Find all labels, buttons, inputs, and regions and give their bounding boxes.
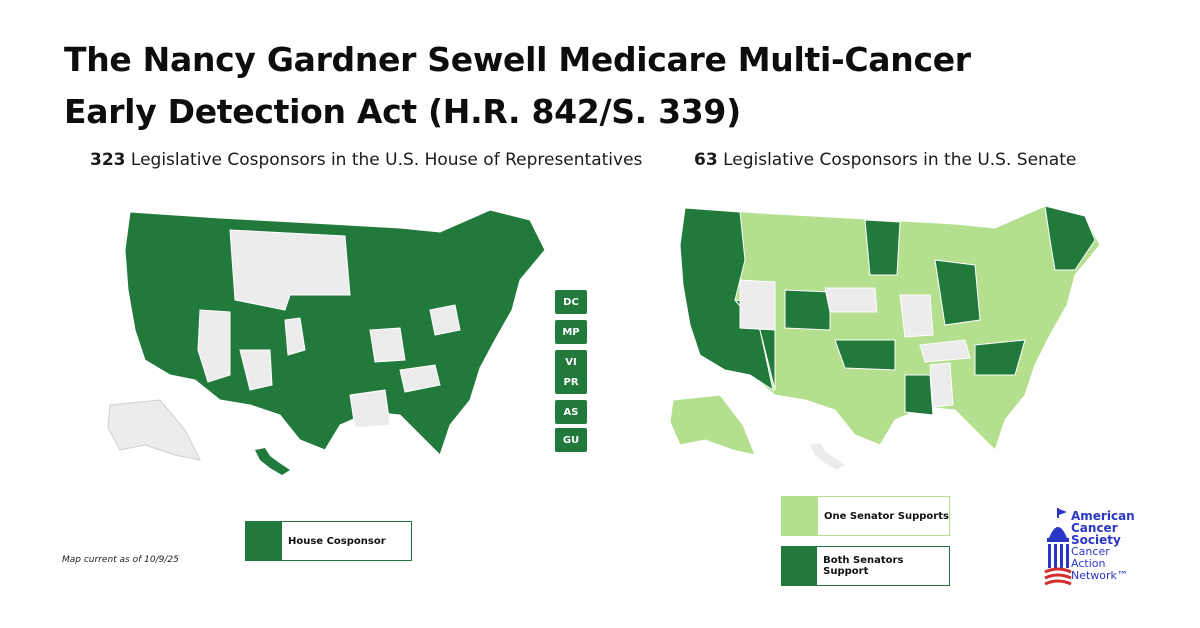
- one-senator-swatch: [782, 497, 818, 535]
- senate-map-minnesota: [864, 219, 901, 276]
- house-cosponsor-legend: House Cosponsor: [245, 521, 412, 561]
- senate-map: [669, 205, 1101, 470]
- capitol-icon: [1044, 508, 1072, 586]
- senate-map-nebraska: [824, 287, 878, 313]
- logo-line-5: Action: [1071, 557, 1106, 570]
- house-map-gray-colorado: [284, 317, 306, 356]
- logo-line-1: American: [1071, 509, 1135, 523]
- territory-badge-mp: MP: [555, 320, 587, 344]
- house-map-us-outline: [124, 209, 546, 456]
- house-subtitle-text: Legislative Cosponsors in the U.S. House…: [130, 150, 643, 170]
- house-map-gray-ohio-valley: [429, 304, 461, 336]
- house-map-gray-northern-plains: [229, 229, 351, 311]
- house-count: 323: [90, 150, 126, 170]
- house-map-gray-deep-south: [349, 389, 391, 429]
- map-date-footnote: Map current as of 10/9/25: [62, 555, 179, 565]
- senate-map-oklahoma: [834, 339, 896, 371]
- house-map: [107, 209, 546, 475]
- senate-map-alaska: [669, 394, 756, 456]
- senate-map-utah: [739, 279, 776, 331]
- senate-count: 63: [694, 150, 718, 170]
- one-senator-legend: One Senator Supports: [781, 496, 950, 536]
- logo-line-3: Society: [1071, 533, 1121, 547]
- house-cosponsor-label: House Cosponsor: [288, 535, 386, 547]
- house-map-gray-tennessee: [399, 364, 441, 393]
- senate-map-louisiana: [904, 374, 934, 416]
- territory-badge-gu: GU: [555, 428, 587, 452]
- acs-can-logo: American Cancer Society Cancer Action Ne…: [1043, 506, 1155, 596]
- page-title: The Nancy Gardner Sewell Medicare Multi-…: [64, 40, 971, 131]
- senate-subtitle-text: Legislative Cosponsors in the U.S. Senat…: [723, 150, 1077, 170]
- house-subtitle: 323 Legislative Cosponsors in the U.S. H…: [90, 150, 642, 170]
- senate-map-colorado: [784, 289, 831, 331]
- senate-map-carolinas: [974, 339, 1026, 376]
- logo-wordmark: American Cancer Society Cancer Action Ne…: [1071, 510, 1135, 582]
- both-senators-legend: Both Senators Support: [781, 546, 950, 586]
- territory-badge-as: AS: [555, 400, 587, 424]
- senate-map-west-coast: [679, 207, 774, 392]
- house-map-gray-missouri: [369, 327, 406, 363]
- senate-map-hawaii: [810, 443, 845, 470]
- territory-badge-dc: DC: [555, 290, 587, 314]
- house-map-gray-new-mexico: [239, 349, 273, 391]
- senate-map-new-england: [1044, 205, 1096, 271]
- one-senator-label: One Senator Supports: [824, 510, 949, 522]
- senate-map-great-lakes: [934, 259, 981, 326]
- logo-line-6: Network™: [1071, 569, 1128, 582]
- territory-badge-pr: PR: [555, 370, 587, 394]
- house-map-alaska: [107, 399, 201, 461]
- both-senators-label: Both Senators Support: [823, 555, 904, 577]
- senate-map-tennessee: [919, 339, 971, 363]
- logo-line-2: Cancer: [1071, 521, 1118, 535]
- house-map-gray-great-basin: [197, 309, 231, 383]
- both-senators-swatch: [782, 547, 818, 585]
- senate-subtitle: 63 Legislative Cosponsors in the U.S. Se…: [694, 150, 1076, 170]
- senate-map-missouri: [899, 294, 934, 338]
- house-cosponsor-swatch: [246, 522, 282, 560]
- logo-line-4: Cancer: [1071, 545, 1110, 558]
- house-map-hawaii: [255, 448, 290, 475]
- senate-map-alabama: [929, 362, 954, 408]
